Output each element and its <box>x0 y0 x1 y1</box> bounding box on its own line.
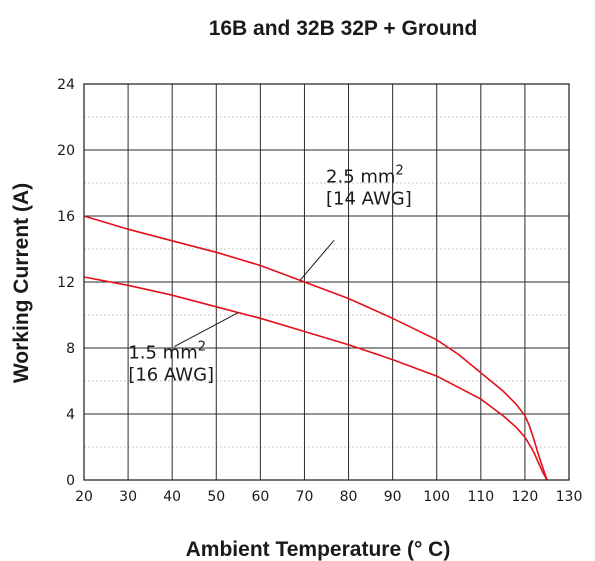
annotation-leader <box>299 240 335 281</box>
x-tick-label: 70 <box>296 489 314 505</box>
annotation-leader <box>174 312 239 347</box>
plot-area: 20 30 40 50 60 70 80 90 100 110 120 13004812162024 … <box>57 77 582 505</box>
series-line-2 <box>83 276 548 481</box>
annotation-label: 2.5 mm2 <box>326 163 404 187</box>
y-tick-label: 24 <box>57 77 75 93</box>
y-tick-label: 8 <box>66 341 75 357</box>
annotation-superscript: 2 <box>198 340 206 355</box>
annotation-awg-label: [14 AWG] <box>326 188 412 209</box>
annotation-superscript: 2 <box>395 163 403 178</box>
x-axis-label: Ambient Temperature (° C) <box>186 538 451 561</box>
series-curves <box>83 215 548 481</box>
x-tick-label: 40 <box>163 489 181 505</box>
x-tick-label: 100 <box>423 489 450 505</box>
x-tick-label: 60 <box>251 489 269 505</box>
x-tick-label: 50 <box>207 489 225 505</box>
plot-frame <box>83 83 570 481</box>
tick-labels: 20 30 40 50 60 70 80 90 100 110 120 130 0 4 8 12 16 20 24 <box>57 77 582 505</box>
x-tick-label: 110 <box>467 489 494 505</box>
major-gridlines <box>83 83 570 481</box>
minor-gridlines <box>84 116 569 448</box>
series-annotations: 2.5 mm2[14 AWG] 1.5 mm2[16 AWG] <box>128 163 411 385</box>
x-tick-label: 130 <box>556 489 583 505</box>
y-tick-label: 16 <box>57 209 75 225</box>
chart-title: 16B and 32B 32P + Ground <box>209 17 478 40</box>
annotation-awg-label: [16 AWG] <box>128 365 214 386</box>
y-tick-label: 12 <box>57 275 75 291</box>
x-tick-label: 20 <box>75 489 93 505</box>
y-tick-label: 20 <box>57 143 75 159</box>
annotation-label: 1.5 mm2 <box>128 340 206 364</box>
x-tick-label: 30 <box>119 489 137 505</box>
x-tick-label: 80 <box>340 489 358 505</box>
y-tick-label: 4 <box>66 407 75 423</box>
y-axis-label: Working Current (A) <box>10 183 33 383</box>
x-tick-label: 120 <box>512 489 539 505</box>
series-line-1 <box>83 215 548 481</box>
x-tick-label: 90 <box>384 489 402 505</box>
y-tick-label: 0 <box>66 473 75 489</box>
